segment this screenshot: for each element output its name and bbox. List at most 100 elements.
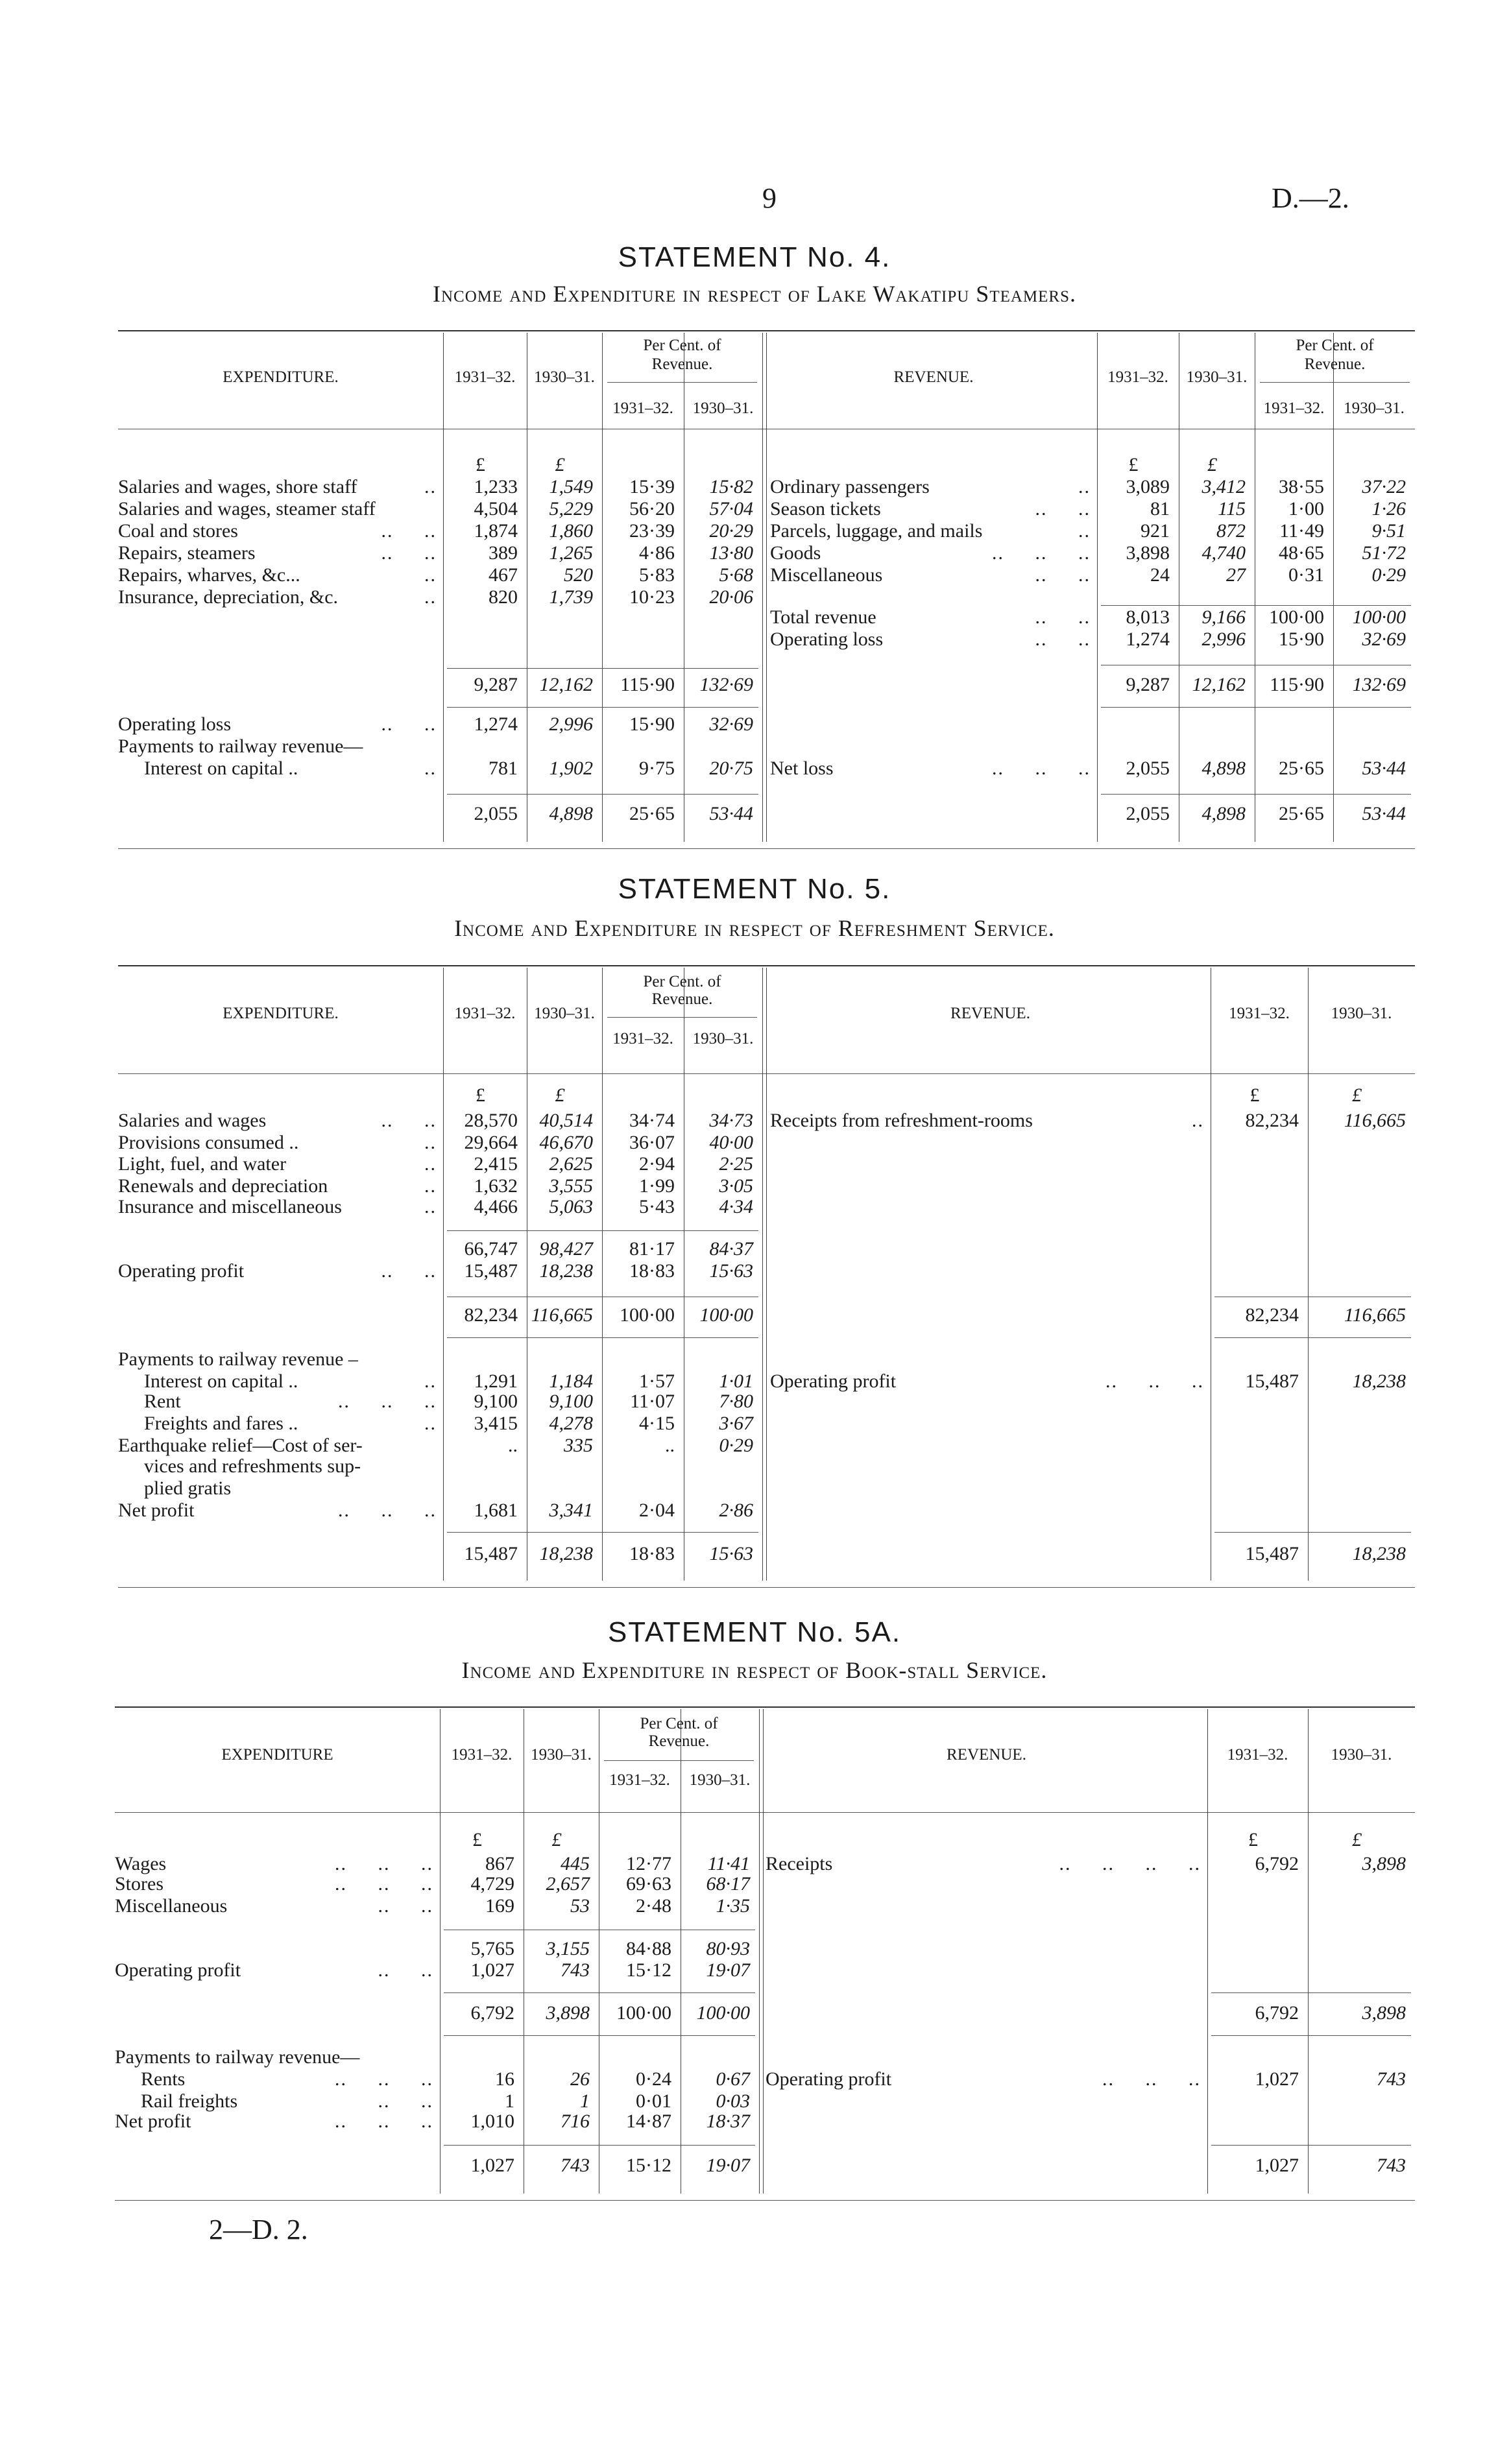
percent-year-heading: 1931–32.	[1263, 400, 1325, 417]
percent-heading: Per Cent. of	[643, 973, 721, 990]
row-value: 2·25	[719, 1153, 754, 1175]
row-value: 34·73	[709, 1110, 754, 1131]
dot-leader: .. .. ..	[992, 542, 1091, 564]
row-value: 115	[1218, 498, 1246, 520]
percent-heading: Revenue.	[651, 990, 713, 1008]
row-value: 169	[485, 1895, 514, 1917]
row-value: 1,681	[474, 1500, 518, 1521]
row-value: 3,898	[1362, 1853, 1406, 1874]
row-value: 15·12	[626, 1959, 671, 1981]
statement-subtitle: Income and Expenditure in respect of Ref…	[454, 915, 1055, 941]
row-value: 3,898	[1126, 542, 1170, 564]
row-value: 716	[561, 2111, 590, 2132]
row-label: Rent	[144, 1391, 181, 1412]
dot-leader: ..	[424, 758, 437, 779]
table-row: plied gratis	[0, 1477, 1509, 1500]
revenue-heading: REVENUE.	[947, 1746, 1026, 1764]
dot-leader: .. ..	[381, 542, 437, 564]
table-row: Payments to railway revenue—	[0, 2046, 1509, 2068]
row-value: 12,162	[539, 674, 594, 695]
percent-year-heading: 1930–31.	[692, 400, 754, 417]
row-value: 1·57	[639, 1370, 675, 1392]
row-value: 28,570	[464, 1110, 518, 1131]
table-row: Rents .. .. .. 16 26 0·24 0·67	[0, 2068, 1509, 2090]
row-value: 1	[505, 2090, 514, 2112]
row-value: 34·74	[629, 1110, 675, 1131]
row-label: Salaries and wages	[118, 1110, 267, 1131]
percent-heading: Revenue.	[1304, 355, 1366, 373]
row-value: 2,996	[1201, 628, 1246, 650]
row-value: 20·75	[709, 758, 754, 779]
row-value: 68·17	[706, 1873, 751, 1895]
row-label: Salaries and wages, steamer staff	[118, 498, 376, 520]
row-value: 18,238	[539, 1543, 594, 1564]
row-label: Interest on capital ..	[144, 758, 298, 779]
row-label: Net loss	[770, 758, 834, 779]
row-value: 19·07	[706, 1959, 751, 1981]
table-row: Salaries and wages .. .. 28,570 40,514 34·74…	[0, 1110, 1509, 1132]
row-value: 5,765	[470, 1938, 515, 1959]
year-heading: 1930–31.	[1331, 1005, 1392, 1022]
row-value: 5,063	[549, 1196, 594, 1217]
statement-subtitle: Income and Expenditure in respect of Boo…	[461, 1657, 1048, 1683]
document-reference: D.—2.	[1272, 182, 1349, 214]
row-value: 15,487	[1245, 1543, 1299, 1564]
row-label: Operating profit	[766, 2068, 892, 2090]
row-value: 3·05	[719, 1175, 754, 1197]
row-value: 9,100	[474, 1391, 518, 1412]
row-label: Light, fuel, and water	[118, 1153, 287, 1175]
column-divider	[443, 333, 444, 842]
percent-heading: Revenue.	[651, 355, 713, 373]
dot-leader: .. .. ..	[992, 758, 1091, 779]
row-label: Payments to railway revenue –	[118, 1348, 358, 1370]
dot-leader: ..	[1078, 520, 1091, 542]
year-heading: 1930–31.	[1186, 368, 1248, 386]
dot-leader: .. ..	[1035, 498, 1091, 520]
row-value: 1,274	[1126, 628, 1170, 650]
row-value: 0·29	[719, 1435, 754, 1456]
row-value: 1,027	[470, 1959, 515, 1981]
dot-leader: .. ..	[381, 713, 437, 735]
row-value: 15,487	[1245, 1370, 1299, 1392]
row-label: Operating profit	[115, 1959, 241, 1981]
row-value: 867	[485, 1853, 514, 1874]
row-value: 9·75	[639, 758, 675, 779]
table-row: 15,487 18,238 18·83 15·63	[0, 1543, 1509, 1565]
year-heading: 1930–31.	[1331, 1746, 1392, 1764]
row-value: 29,664	[464, 1132, 518, 1153]
row-value: 1·26	[1371, 498, 1406, 520]
row-value: 18·83	[629, 1260, 675, 1282]
row-label: Insurance, depreciation, &c.	[118, 586, 339, 608]
row-value: 132·69	[1352, 674, 1406, 695]
row-value: 53	[570, 1895, 590, 1917]
row-value: 1,860	[549, 520, 594, 542]
row-label: Provisions consumed ..	[118, 1132, 299, 1153]
row-value: 4,898	[549, 803, 594, 824]
row-value: 4,740	[1201, 542, 1246, 564]
row-value: 15·90	[1279, 628, 1324, 650]
table-row: Receipts .. .. .. .. 6,792 3,898	[0, 1853, 1509, 1875]
dot-leader: ..	[424, 1132, 437, 1153]
total-rule	[1101, 605, 1411, 606]
table-row: Rail freights .. .. 1 1 0·01 0·03	[0, 2090, 1509, 2112]
row-value: 82,234	[1245, 1304, 1299, 1326]
table-row: Coal and stores .. .. 1,874 1,860 23·39 20·29	[0, 520, 1509, 542]
row-value: 48·65	[1279, 542, 1324, 564]
dot-leader: ..	[1192, 1110, 1204, 1131]
table-row: Repairs, wharves, &c..... 467 520 5·83 5·68	[0, 564, 1509, 586]
row-label: Receipts from refreshment-rooms	[770, 1110, 1033, 1131]
table-row: £ £	[0, 454, 1509, 476]
row-value: 1·99	[639, 1175, 675, 1197]
row-value: 1,291	[474, 1370, 518, 1392]
table-row: Receipts from refreshment-rooms.. 82,234 1…	[0, 1110, 1509, 1132]
row-value: 1·35	[716, 1895, 751, 1917]
table-row: Payments to railway revenue –	[0, 1348, 1509, 1370]
row-value: 1	[580, 2090, 590, 2112]
table-row: Light, fuel, and water.. 2,415 2,625 2·94 2·…	[0, 1153, 1509, 1175]
row-label: Interest on capital ..	[144, 1370, 298, 1392]
row-value: 84·88	[626, 1938, 671, 1959]
revenue-heading: REVENUE.	[893, 368, 974, 386]
row-value: 8,013	[1126, 606, 1170, 628]
row-value: 2,415	[474, 1153, 518, 1175]
percent-year-heading: 1931–32.	[612, 400, 673, 417]
